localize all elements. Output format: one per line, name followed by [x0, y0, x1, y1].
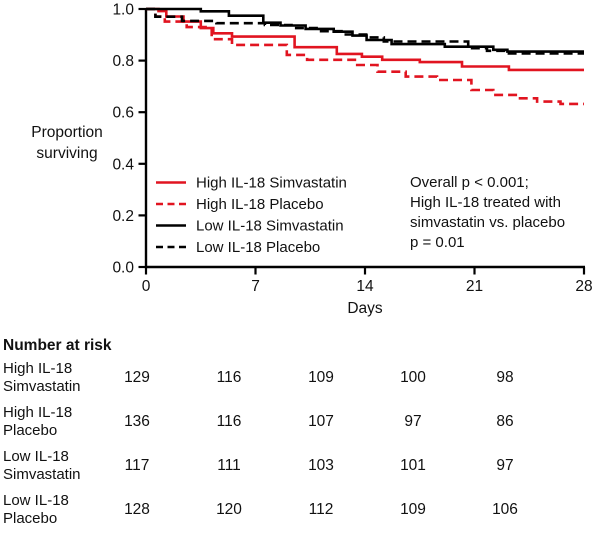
survival-curve-low-il-18-simvastatin: [146, 7, 584, 53]
y-tick-label: 1.0: [112, 2, 134, 19]
risk-count-day7: 116: [216, 413, 242, 430]
risk-count-day14: 107: [308, 413, 334, 430]
y-axis-title: Proportion: [31, 124, 103, 141]
annotation-line: High IL-18 treated with: [410, 194, 561, 211]
risk-row-label-line2: Placebo: [3, 422, 58, 439]
y-tick-label: 0.2: [112, 208, 134, 225]
x-tick-label: 14: [356, 278, 374, 295]
risk-row-label: High IL-18 Placebo: [3, 404, 91, 440]
survival-curve-high-il-18-simvastatin: [146, 7, 584, 72]
y-tick-label: 0.8: [112, 53, 134, 70]
annotation-line: Overall p < 0.001;: [410, 174, 529, 191]
risk-count-day14: 112: [308, 501, 334, 518]
risk-row-label: Low IL-18 Placebo: [3, 492, 91, 528]
risk-count-day28: 106: [492, 501, 518, 518]
risk-count-day0: 129: [124, 369, 150, 386]
risk-count-day14: 103: [308, 457, 334, 474]
risk-count-day0: 136: [124, 413, 150, 430]
annotation-line: simvastatin vs. placebo: [410, 214, 565, 231]
risk-row-label: High IL-18 Simvastatin: [3, 360, 91, 396]
risk-row-label-line2: Placebo: [3, 510, 58, 527]
risk-row-label-line2: Simvastatin: [3, 466, 81, 483]
x-tick-label: 21: [466, 278, 483, 295]
x-tick-label: 28: [575, 278, 592, 295]
chart-area: 1.0 0.8 0.6 0.4 0.2 0.0 0 7 14 21 28 Days Proportion…: [31, 2, 592, 318]
risk-row-label: Low IL-18 Simvastatin: [3, 448, 91, 484]
risk-count-day14: 109: [308, 369, 334, 386]
risk-count-day28: 86: [496, 413, 514, 430]
x-tick-label: 7: [251, 278, 260, 295]
risk-count-day21: 101: [400, 457, 426, 474]
risk-row-label-line1: High IL-18: [3, 360, 73, 377]
risk-table-header: Number at risk: [3, 337, 112, 354]
risk-count-day28: 98: [496, 369, 514, 386]
risk-count-day21: 97: [404, 413, 422, 430]
x-axis-title: Days: [347, 300, 383, 317]
risk-row-label-line2: Simvastatin: [3, 378, 81, 395]
risk-count-day7: 111: [217, 457, 241, 474]
survival-curve-high-il-18-placebo: [146, 7, 584, 106]
km-chart: 1.0 0.8 0.6 0.4 0.2 0.0 0 7 14 21 28 Days Proportion…: [31, 2, 592, 318]
risk-row-label-line1: High IL-18: [3, 404, 73, 421]
y-tick-label: 0.6: [112, 105, 134, 122]
risk-count-day0: 128: [124, 501, 150, 518]
legend-label: Low IL-18 Simvastatin: [196, 218, 344, 235]
risk-row-label-line1: Low IL-18: [3, 492, 69, 509]
risk-count-day28: 97: [496, 457, 514, 474]
risk-row-high-il18-simvastatin: High IL-18 Simvastatin 129 116 109 100 9…: [3, 360, 599, 396]
risk-row-label-line1: Low IL-18: [3, 448, 69, 465]
risk-count-day7: 120: [216, 501, 242, 518]
risk-row-high-il18-placebo: High IL-18 Placebo 136 116 107 97 86: [3, 404, 599, 440]
risk-count-day7: 116: [216, 369, 242, 386]
legend-label: High IL-18 Placebo: [196, 196, 324, 213]
legend-label: Low IL-18 Placebo: [196, 239, 320, 256]
y-axis-title: surviving: [36, 145, 97, 162]
risk-count-day21: 100: [400, 369, 426, 386]
risk-count-day21: 109: [400, 501, 426, 518]
risk-row-low-il18-simvastatin: Low IL-18 Simvastatin 117 111 103 101 97: [3, 448, 599, 484]
risk-count-day0: 117: [124, 457, 150, 474]
x-tick-label: 0: [142, 278, 151, 295]
risk-row-low-il18-placebo: Low IL-18 Placebo 128 120 112 109 106: [3, 492, 599, 528]
legend-label: High IL-18 Simvastatin: [196, 175, 347, 192]
number-at-risk-section: Number at risk High IL-18 Simvastatin 12…: [3, 336, 599, 533]
y-tick-label: 0.4: [112, 156, 134, 173]
y-tick-label: 0.0: [112, 260, 134, 277]
annotation-line: p = 0.01: [410, 234, 465, 251]
